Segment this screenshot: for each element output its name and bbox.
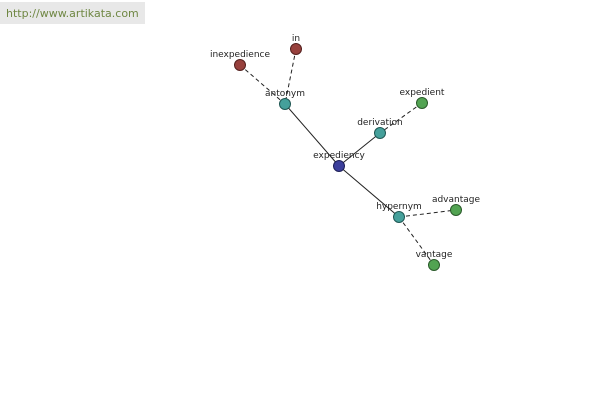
graph-node-expedient[interactable]	[416, 97, 428, 109]
graph-node-label-expedient: expedient	[400, 88, 445, 98]
graph-node-inexpedience[interactable]	[234, 59, 246, 71]
graph-node-derivation[interactable]	[374, 127, 386, 139]
graph-node-label-in: in	[292, 34, 300, 44]
graph-edge-expedient-derivation	[379, 102, 423, 134]
graph-node-label-advantage: advantage	[432, 195, 481, 205]
graph-node-label-derivation: derivation	[357, 118, 403, 128]
graph-edge-expediency-hypernym	[338, 165, 400, 218]
address-bar[interactable]: http://www.artikata.com	[0, 2, 145, 24]
graph-node-antonym[interactable]	[279, 98, 291, 110]
graph-node-vantage[interactable]	[428, 259, 440, 271]
graph-edge-in-antonym	[284, 48, 297, 105]
graph-edge-inexpedience-antonym	[239, 64, 286, 105]
graph-node-in[interactable]	[290, 43, 302, 55]
graph-node-advantage[interactable]	[450, 204, 462, 216]
graph-node-hypernym[interactable]	[393, 211, 405, 223]
graph-node-label-antonym: antonym	[265, 89, 305, 99]
graph-edge-hypernym-vantage	[398, 216, 435, 266]
graph-edge-hypernym-advantage	[398, 209, 457, 218]
url-text: http://www.artikata.com	[6, 6, 139, 20]
graph-node-expediency[interactable]	[333, 160, 345, 172]
graph-edge-antonym-expediency	[284, 103, 340, 167]
graph-node-label-vantage: vantage	[416, 250, 453, 260]
graph-node-label-hypernym: hypernym	[376, 202, 422, 212]
graph-node-label-expediency: expediency	[313, 151, 365, 161]
graph-node-label-inexpedience: inexpedience	[210, 50, 271, 60]
graph-edge-derivation-expediency	[338, 132, 381, 167]
